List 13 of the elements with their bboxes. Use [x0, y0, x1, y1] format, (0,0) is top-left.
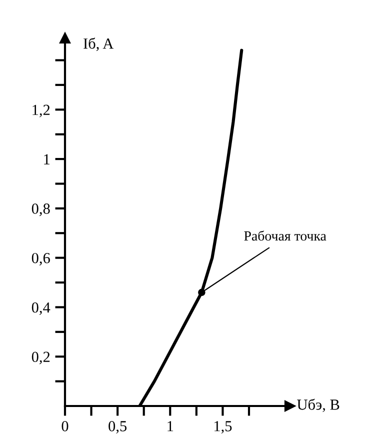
x-tick-label: 0,5 — [108, 421, 127, 434]
annotation: Рабочая точка — [244, 230, 326, 241]
y-axis-title: Iб, A — [84, 38, 114, 51]
x-axis-title: Uбэ, B — [297, 398, 340, 412]
x-tick-label: 1,5 — [214, 421, 232, 434]
y-tick-label: 1,2 — [32, 104, 50, 118]
x-tick-label: 0 — [62, 421, 68, 432]
y-tick-label: 1 — [44, 154, 50, 164]
y-tick-label: 0,2 — [32, 352, 50, 364]
y-tick-label: 0,4 — [32, 302, 50, 315]
x-tick-label: 1 — [168, 421, 174, 432]
y-tick-label: 0,6 — [32, 252, 50, 266]
y-tick-label: 0,8 — [32, 204, 50, 216]
